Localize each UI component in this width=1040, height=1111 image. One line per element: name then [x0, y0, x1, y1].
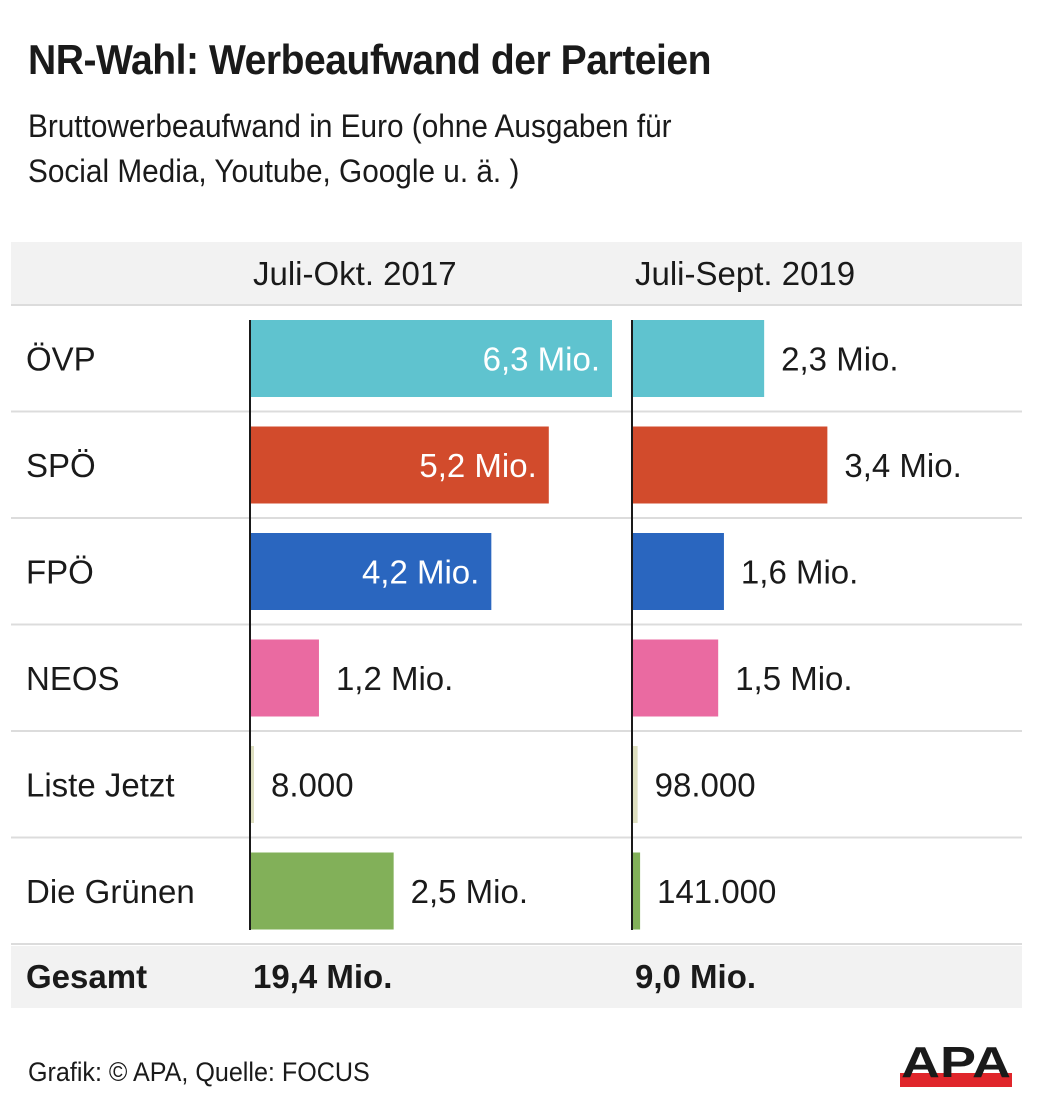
- category-label: FPÖ: [26, 553, 94, 590]
- data-label: 1,2 Mio.: [336, 660, 453, 697]
- total-value-2: 9,0 Mio.: [635, 958, 756, 995]
- bar-2: [632, 852, 641, 930]
- apa-logo: APA: [900, 1042, 1012, 1087]
- total-label: Gesamt: [26, 958, 147, 995]
- bar-2: [632, 533, 724, 610]
- data-label: 2,5 Mio.: [411, 873, 528, 910]
- apa-logo-text: APA: [901, 1042, 1011, 1087]
- data-label: 5,2 Mio.: [419, 447, 536, 484]
- category-label: SPÖ: [26, 447, 96, 484]
- data-label: 3,4 Mio.: [844, 447, 961, 484]
- apa-logo-red-bar: [900, 1073, 1012, 1087]
- data-label: 98.000: [655, 766, 756, 803]
- data-label: 8.000: [271, 766, 354, 803]
- legend-label-2: Juli-Sept. 2019: [635, 255, 855, 292]
- legend-label-1: Juli-Okt. 2017: [253, 255, 457, 292]
- subtitle-line-2: Social Media, Youtube, Google u. ä. ): [28, 153, 520, 189]
- total-value-1: 19,4 Mio.: [253, 958, 392, 995]
- header-band: [11, 242, 1022, 305]
- category-label: Die Grünen: [26, 873, 195, 910]
- total-band: [11, 946, 1022, 1008]
- bar-2: [632, 639, 719, 717]
- bar-1: [250, 533, 492, 610]
- data-label: 4,2 Mio.: [362, 553, 479, 590]
- data-label: 2,3 Mio.: [781, 340, 898, 377]
- bar-2: [632, 320, 765, 397]
- bar-1: [250, 852, 394, 930]
- data-label: 1,6 Mio.: [741, 553, 858, 590]
- data-label: 141.000: [657, 873, 776, 910]
- subtitle-line-1: Bruttowerbeaufwand in Euro (ohne Ausgabe…: [28, 108, 672, 144]
- bar-1: [250, 320, 612, 397]
- bar-1: [250, 639, 319, 717]
- category-label: Liste Jetzt: [26, 766, 175, 803]
- bar-1: [250, 746, 254, 823]
- category-label: NEOS: [26, 660, 120, 697]
- bar-1: [250, 426, 549, 504]
- bar-2: [632, 746, 638, 823]
- data-label: 1,5 Mio.: [735, 660, 852, 697]
- data-label: 6,3 Mio.: [483, 340, 600, 377]
- bar-2: [632, 426, 828, 504]
- page-title: NR-Wahl: Werbeaufwand der Parteien: [28, 36, 712, 83]
- category-label: ÖVP: [26, 340, 96, 377]
- source-credit: Grafik: © APA, Quelle: FOCUS: [28, 1057, 370, 1087]
